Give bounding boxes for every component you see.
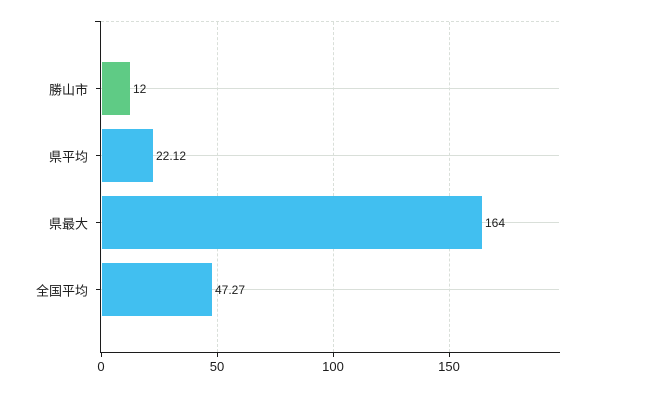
y-axis <box>100 21 101 353</box>
bar-value-label: 47.27 <box>215 283 246 297</box>
category-tick <box>96 155 101 156</box>
category-label: 県平均 <box>48 149 88 165</box>
gridline-vertical <box>217 22 218 352</box>
category-label: 県最大 <box>48 216 88 232</box>
bar <box>102 263 212 316</box>
category-tick <box>96 289 101 290</box>
category-label: 全国平均 <box>35 283 88 299</box>
category-tick <box>96 222 101 223</box>
gridline-vertical <box>333 22 334 352</box>
gridline-vertical <box>449 22 450 352</box>
bar-value-label: 22.12 <box>156 149 187 163</box>
x-tick-label: 0 <box>97 359 105 374</box>
x-tick-label: 50 <box>209 359 225 374</box>
bar <box>102 129 153 182</box>
x-axis-tick <box>449 352 450 357</box>
plot-top-gridline <box>101 21 559 22</box>
x-tick-label: 150 <box>438 359 460 374</box>
x-tick-label: 100 <box>322 359 344 374</box>
bar-value-label: 164 <box>485 216 506 230</box>
x-axis-tick <box>217 352 218 357</box>
bar-value-label: 12 <box>133 82 147 96</box>
category-tick <box>96 88 101 89</box>
y-axis-top-tick <box>95 21 101 22</box>
x-axis-tick <box>333 352 334 357</box>
bar <box>102 62 130 115</box>
bar <box>102 196 482 249</box>
category-label: 勝山市 <box>48 82 88 98</box>
gridline-row <box>101 289 559 290</box>
gridline-row <box>101 88 559 89</box>
x-axis <box>100 352 560 353</box>
x-axis-tick <box>101 352 102 357</box>
gridline-row <box>101 155 559 156</box>
